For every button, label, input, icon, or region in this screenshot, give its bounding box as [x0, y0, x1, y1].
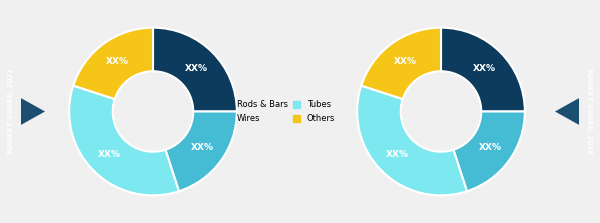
Text: XX%: XX%	[394, 58, 416, 66]
Wedge shape	[153, 28, 237, 112]
Polygon shape	[555, 98, 579, 125]
Wedge shape	[73, 28, 153, 99]
Text: XX%: XX%	[386, 150, 409, 159]
Text: XX%: XX%	[191, 143, 214, 152]
Text: XX%: XX%	[106, 58, 128, 66]
Text: XX%: XX%	[473, 64, 496, 73]
Wedge shape	[69, 86, 179, 195]
Text: MARKET SHARE, 2028: MARKET SHARE, 2028	[586, 68, 592, 155]
Wedge shape	[361, 28, 441, 99]
Wedge shape	[166, 112, 237, 191]
Wedge shape	[454, 112, 525, 191]
Wedge shape	[357, 86, 467, 195]
Text: XX%: XX%	[479, 143, 502, 152]
Wedge shape	[441, 28, 525, 112]
Polygon shape	[21, 98, 45, 125]
Text: XX%: XX%	[185, 64, 208, 73]
Text: XX%: XX%	[98, 150, 121, 159]
Legend: Rods & Bars, Wires, Tubes, Others: Rods & Bars, Wires, Tubes, Others	[223, 100, 335, 123]
Text: MARKET SHARE, 2021: MARKET SHARE, 2021	[8, 68, 14, 155]
